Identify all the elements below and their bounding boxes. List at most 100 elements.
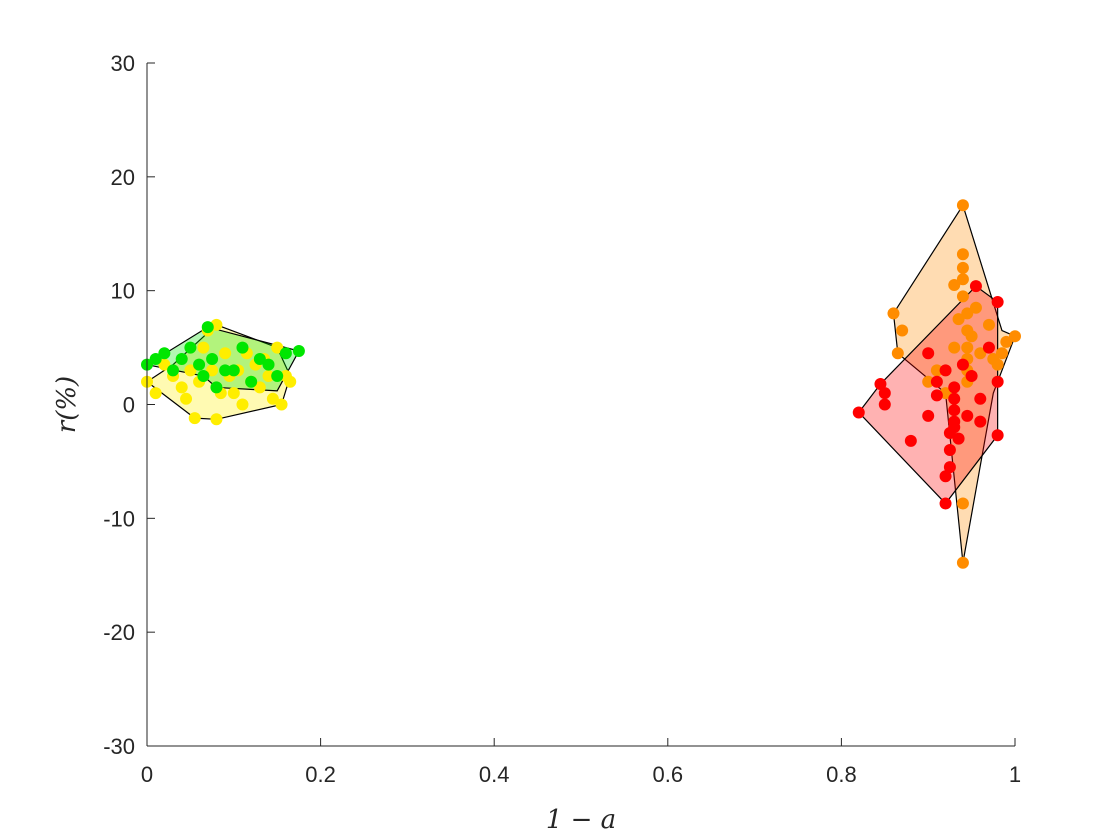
data-point (922, 375, 935, 388)
data-point (982, 341, 995, 354)
data-point (930, 375, 943, 388)
data-point (939, 470, 952, 483)
data-point (896, 324, 909, 337)
data-point (956, 248, 969, 261)
x-axis-ticks: 0 0.2 0.4 0.6 0.8 1 (141, 738, 1021, 787)
data-point (891, 347, 904, 360)
x-tick-label: 0 (141, 762, 153, 787)
data-point (948, 421, 961, 434)
data-point (956, 497, 969, 510)
data-point (271, 341, 284, 354)
data-point (193, 358, 206, 371)
data-point (991, 296, 1004, 309)
x-axis-label: 1 − a (546, 805, 616, 835)
data-point (922, 409, 935, 422)
data-point (184, 364, 197, 377)
data-point (197, 341, 210, 354)
data-point (939, 364, 952, 377)
data-point (952, 313, 965, 326)
data-point (956, 199, 969, 212)
data-point (175, 381, 188, 394)
data-point (1000, 335, 1013, 348)
data-point (201, 321, 214, 334)
data-point (943, 444, 956, 457)
y-tick-label: -20 (103, 620, 135, 645)
data-point (965, 370, 978, 383)
data-point (969, 301, 982, 314)
data-point (175, 352, 188, 365)
data-point (236, 398, 249, 411)
data-point (245, 375, 258, 388)
y-axis-label: r(%) (52, 376, 82, 433)
data-point (995, 347, 1008, 360)
data-point (292, 344, 305, 357)
data-point (266, 392, 279, 405)
x-tick-label: 0.2 (305, 762, 336, 787)
data-point (158, 358, 171, 371)
data-point (943, 461, 956, 474)
data-point (952, 432, 965, 445)
data-point (188, 412, 201, 425)
data-point (149, 352, 162, 365)
data-point (253, 352, 266, 365)
x-tick-label: 0.4 (479, 762, 510, 787)
y-tick-label: 10 (111, 279, 135, 304)
data-point (887, 307, 900, 320)
data-point (956, 261, 969, 274)
data-point (965, 330, 978, 343)
data-point (180, 392, 193, 405)
data-point (197, 370, 210, 383)
y-tick-label: 20 (111, 165, 135, 190)
y-tick-label: -10 (103, 506, 135, 531)
data-point (184, 341, 197, 354)
data-point (948, 381, 961, 394)
data-point (956, 358, 969, 371)
points-layer (141, 199, 1021, 569)
data-point (948, 392, 961, 405)
data-point (961, 341, 974, 354)
data-point (991, 358, 1004, 371)
data-point (948, 341, 961, 354)
data-point (158, 347, 171, 360)
data-point (284, 375, 297, 388)
data-point (969, 280, 982, 293)
data-point (1009, 330, 1021, 343)
data-point (210, 381, 223, 394)
data-point (948, 404, 961, 417)
y-axis-ticks: -30 -20 -10 0 10 20 30 (103, 51, 155, 759)
data-point (948, 278, 961, 291)
data-point (219, 364, 232, 377)
x-tick-label: 1 (1009, 762, 1021, 787)
data-point (974, 415, 987, 428)
y-tick-label: 30 (111, 51, 135, 76)
data-point (991, 375, 1004, 388)
data-point (219, 347, 232, 360)
data-point (930, 364, 943, 377)
data-point (206, 352, 219, 365)
data-point (149, 387, 162, 400)
data-point (930, 389, 943, 402)
data-point (956, 290, 969, 303)
data-point (878, 387, 891, 400)
data-point (275, 398, 288, 411)
data-point (922, 347, 935, 360)
data-point (262, 370, 275, 383)
data-point (271, 370, 284, 383)
y-tick-label: 0 (123, 393, 135, 418)
data-point (961, 409, 974, 422)
x-tick-label: 0.6 (653, 762, 684, 787)
data-point (956, 273, 969, 286)
data-point (167, 364, 180, 377)
data-point (939, 497, 952, 510)
data-point (982, 318, 995, 331)
data-point (974, 347, 987, 360)
data-point (878, 398, 891, 411)
data-point (206, 364, 219, 377)
data-point (956, 556, 969, 569)
data-point (279, 347, 292, 360)
data-point (227, 364, 240, 377)
data-point (227, 387, 240, 400)
x-tick-label: 0.8 (826, 762, 857, 787)
data-point (991, 429, 1004, 442)
